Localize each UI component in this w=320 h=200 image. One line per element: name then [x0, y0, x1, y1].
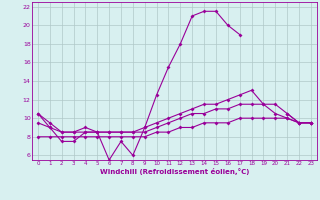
- X-axis label: Windchill (Refroidissement éolien,°C): Windchill (Refroidissement éolien,°C): [100, 168, 249, 175]
